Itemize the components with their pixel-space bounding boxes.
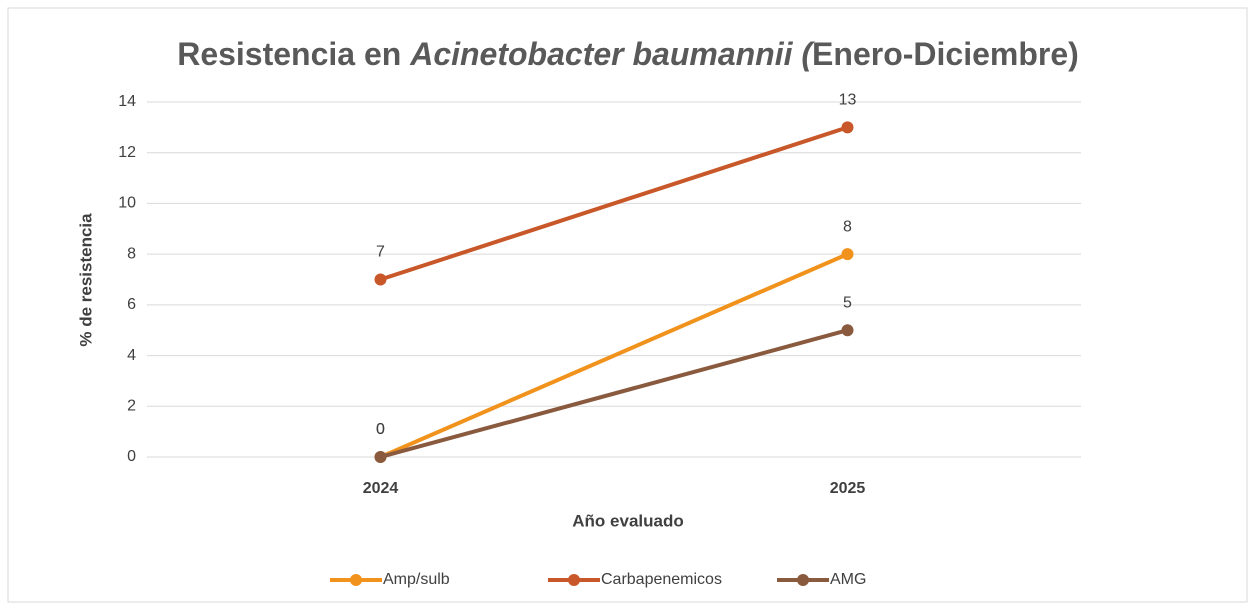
chart-title: Resistencia en Acinetobacter baumannii (… [177, 36, 1079, 72]
data-point [841, 324, 854, 337]
x-axis-label: Año evaluado [572, 511, 683, 530]
title-part: Resistencia en [177, 36, 410, 72]
data-label: 0 [376, 421, 385, 438]
legend-marker [350, 574, 362, 586]
data-label: 5 [843, 294, 852, 311]
legend-label: Amp/sulb [383, 571, 450, 588]
series-line [379, 328, 849, 459]
data-label: 13 [839, 92, 857, 109]
data-label: 0 [376, 421, 385, 438]
data-point [841, 121, 854, 134]
y-tick-label: 6 [127, 296, 136, 313]
y-tick-label: 14 [118, 93, 136, 110]
data-label: 8 [843, 218, 852, 235]
data-point [374, 451, 387, 463]
legend-marker [797, 574, 809, 586]
title-part: Acinetobacter baumannii ( [409, 36, 815, 72]
y-tick-label: 12 [118, 144, 136, 161]
legend-label: Carbapenemicos [601, 571, 722, 588]
legend-label: AMG [830, 571, 866, 588]
y-tick-label: 2 [127, 398, 136, 415]
data-point [374, 273, 387, 286]
data-point [841, 248, 854, 261]
legend-marker [568, 574, 580, 586]
y-tick-label: 0 [127, 448, 136, 465]
series-line [379, 252, 849, 459]
y-tick-label: 4 [127, 347, 136, 364]
x-tick-label: 2024 [363, 480, 399, 497]
y-tick-label: 10 [118, 195, 136, 212]
title-part: Enero-Diciembre) [812, 36, 1079, 72]
y-axis-label: % de resistencia [76, 213, 95, 347]
x-tick-label: 2025 [830, 480, 866, 497]
series-line [379, 125, 849, 282]
data-label: 7 [376, 244, 385, 261]
y-tick-label: 8 [127, 245, 136, 262]
